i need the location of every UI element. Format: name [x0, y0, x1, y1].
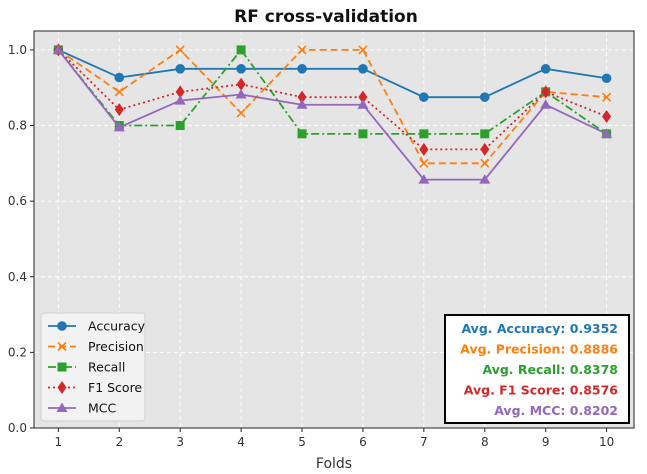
- x-tick-label-1: 1: [55, 435, 63, 449]
- data-point-mcc-2: [113, 121, 125, 132]
- avg-text-avg-f1-score: Avg. F1 Score: 0.8576: [464, 383, 619, 398]
- data-point-accuracy-7: [419, 92, 429, 102]
- axis-ticks: 1 2 3 4 5 6 7 8 9 10 0.0 0.2 0.4 0.6 0.8 1.0: [8, 43, 614, 449]
- data-point-mcc-4: [235, 89, 247, 99]
- data-point-mcc-7: [418, 174, 430, 184]
- legend-label-mcc: MCC: [88, 401, 117, 416]
- data-point-recall-4: [236, 45, 246, 55]
- legend-marker-accuracy: [57, 321, 67, 331]
- data-point-recall-7: [419, 129, 429, 139]
- legend-marker-recall: [57, 362, 67, 372]
- data-point-f1-score-9: [541, 85, 551, 99]
- data-point-precision-3: [175, 45, 185, 55]
- data-point-f1-score-6: [358, 90, 368, 104]
- legend-box: [40, 312, 146, 422]
- legend: Accuracy Precision Recall F1 Score MCC: [40, 312, 146, 422]
- data-point-precision-6: [358, 45, 368, 55]
- legend-label-f1-score: F1 Score: [88, 380, 142, 395]
- legend-marker-precision: [57, 341, 67, 352]
- data-point-mcc-5: [296, 99, 308, 109]
- series-line-recall: [57, 48, 608, 135]
- series-line-precision: [57, 48, 607, 165]
- y-tick-label-0-8: 0.8: [8, 119, 27, 133]
- y-tick-label-0-2: 0.2: [8, 345, 27, 359]
- plot-frame: [33, 30, 635, 429]
- data-point-accuracy-6: [358, 64, 368, 74]
- legend-marker-f1-score: [57, 381, 67, 394]
- data-point-recall-6: [358, 129, 368, 139]
- x-tick-label-8: 8: [481, 435, 489, 449]
- y-tick-label-1-0: 1.0: [8, 43, 27, 57]
- data-point-f1-score-8: [480, 142, 490, 156]
- avg-text-avg-precision: Avg. Precision: 0.8886: [460, 342, 618, 357]
- y-tick-label-0-4: 0.4: [8, 270, 27, 284]
- legend-label-precision: Precision: [88, 339, 144, 354]
- data-point-precision-2: [114, 87, 124, 97]
- x-tick-label-5: 5: [298, 435, 306, 449]
- y-tick-label-0-6: 0.6: [8, 194, 27, 208]
- data-point-precision-8: [480, 158, 490, 168]
- data-point-accuracy-2: [114, 72, 125, 83]
- data-point-mcc-10: [601, 128, 613, 138]
- data-point-accuracy-4: [236, 64, 246, 74]
- x-tick-label-6: 6: [359, 435, 367, 449]
- data-point-precision-7: [419, 158, 429, 168]
- avg-text-avg-recall: Avg. Recall: 0.8378: [482, 362, 618, 377]
- average-scores-box: Avg. Accuracy: 0.9352 Avg. Precision: 0.8…: [444, 314, 630, 424]
- series-layer: [52, 43, 613, 184]
- series-f1-score: [53, 43, 612, 156]
- data-point-recall-8: [480, 129, 490, 139]
- data-point-f1-score-7: [419, 142, 429, 156]
- series-accuracy: [53, 45, 612, 102]
- data-point-mcc-6: [357, 99, 369, 109]
- x-tick-label-10: 10: [599, 435, 614, 449]
- avg-text-avg-mcc: Avg. MCC: 0.8202: [494, 403, 618, 418]
- series-mcc: [52, 44, 613, 184]
- data-point-f1-score-3: [175, 85, 185, 99]
- legend-marker-mcc: [56, 402, 68, 412]
- series-line-accuracy: [57, 49, 607, 99]
- data-point-recall-3: [175, 121, 185, 131]
- data-point-accuracy-5: [297, 64, 307, 74]
- avg-text-avg-accuracy: Avg. Accuracy: 0.9352: [461, 321, 618, 336]
- data-point-precision-5: [297, 45, 307, 55]
- data-point-recall-5: [297, 129, 307, 139]
- data-point-accuracy-10: [601, 73, 612, 84]
- data-point-mcc-8: [479, 174, 491, 184]
- data-point-accuracy-9: [540, 64, 551, 74]
- data-point-precision-4: [236, 108, 246, 118]
- series-line-f1-score: [57, 49, 607, 151]
- data-point-mcc-9: [540, 99, 552, 109]
- legend-label-recall: Recall: [88, 360, 125, 375]
- y-tick-label-0-0: 0.0: [8, 421, 27, 435]
- x-tick-label-7: 7: [420, 435, 428, 449]
- x-tick-label-2: 2: [115, 435, 123, 449]
- data-point-accuracy-3: [175, 64, 185, 74]
- data-point-f1-score-5: [297, 90, 307, 104]
- x-tick-label-4: 4: [237, 435, 245, 449]
- legend-label-accuracy: Accuracy: [88, 319, 146, 334]
- x-axis-label: Folds: [316, 456, 352, 472]
- series-line-mcc: [57, 49, 607, 181]
- data-point-f1-score-2: [114, 103, 124, 117]
- data-point-mcc-1: [52, 44, 64, 54]
- data-point-f1-score-4: [236, 77, 246, 91]
- average-box-frame: [444, 314, 630, 424]
- x-tick-label-3: 3: [176, 435, 184, 449]
- x-tick-label-9: 9: [542, 435, 550, 449]
- data-point-accuracy-8: [479, 92, 490, 102]
- data-point-f1-score-10: [602, 109, 612, 123]
- data-point-mcc-3: [174, 95, 186, 105]
- chart-title: RF cross-validation: [234, 7, 418, 27]
- data-point-precision-10: [602, 92, 612, 102]
